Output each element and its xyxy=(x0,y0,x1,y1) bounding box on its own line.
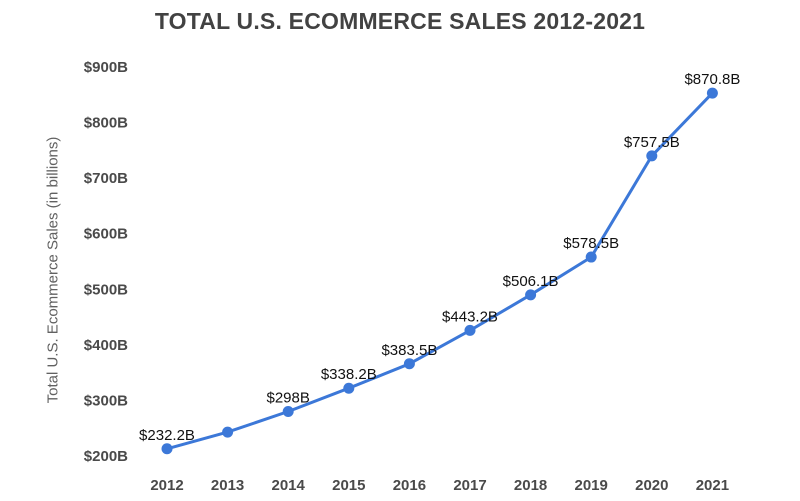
data-label: $757.5B xyxy=(624,134,680,151)
data-label: $298B xyxy=(267,390,310,407)
y-tick-label: $200B xyxy=(84,448,128,465)
data-label: $232.2B xyxy=(139,427,195,444)
y-tick-label: $500B xyxy=(84,281,128,298)
chart-title: TOTAL U.S. ECOMMERCE SALES 2012-2021 xyxy=(154,8,646,34)
data-point xyxy=(343,382,355,394)
data-point xyxy=(525,289,537,301)
data-label: $578.5B xyxy=(563,235,619,252)
data-label: $506.1B xyxy=(503,273,559,290)
x-tick-label: 2012 xyxy=(150,477,183,494)
data-point xyxy=(706,87,718,99)
data-point xyxy=(282,406,294,418)
data-label: $338.2B xyxy=(321,366,377,383)
data-point xyxy=(464,324,476,336)
data-point xyxy=(161,443,173,455)
y-tick-label: $700B xyxy=(84,170,128,187)
x-tick-label: 2015 xyxy=(332,477,365,494)
data-point xyxy=(646,150,658,162)
data-label: $383.5B xyxy=(381,342,437,359)
x-tick-label: 2014 xyxy=(272,477,306,494)
data-point xyxy=(585,251,597,263)
y-tick-label: $600B xyxy=(84,226,128,243)
series-line xyxy=(165,91,714,451)
x-tick-label: 2017 xyxy=(453,477,486,494)
x-tick-label: 2018 xyxy=(514,477,547,494)
y-tick-label: $300B xyxy=(84,392,128,409)
x-tick-label: 2019 xyxy=(575,477,608,494)
x-tick-label: 2016 xyxy=(393,477,426,494)
data-point xyxy=(403,358,415,370)
data-label: $443.2B xyxy=(442,308,498,325)
data-point xyxy=(222,426,234,438)
x-tick-label: 2020 xyxy=(635,477,668,494)
y-tick-label: $400B xyxy=(84,337,128,354)
y-tick-label: $900B xyxy=(84,59,128,76)
y-tick-label: $800B xyxy=(84,115,128,132)
data-label: $870.8B xyxy=(684,71,740,88)
x-tick-label: 2021 xyxy=(696,477,729,494)
x-tick-label: 2013 xyxy=(211,477,244,494)
